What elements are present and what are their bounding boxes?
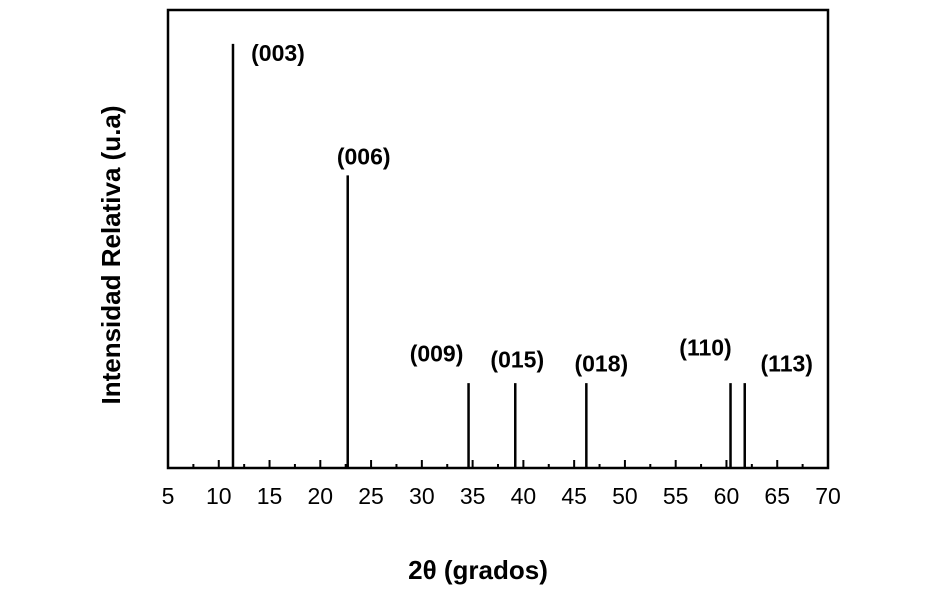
peak-label: (113) [761,350,813,376]
x-tick-label: 5 [162,483,175,509]
y-axis-title: Intensidad Relativa (u.a) [96,105,126,404]
x-tick-label: 40 [511,483,537,509]
peak-label: (006) [337,143,391,169]
x-tick-label: 55 [663,483,689,509]
peak-label: (110) [679,334,731,360]
peak-label: (003) [251,40,305,66]
x-axis-title: 2θ (grados) [408,555,548,585]
plot-frame [166,8,830,470]
peak-label: (015) [490,346,544,372]
peak-label: (009) [410,340,464,366]
x-tick-label: 35 [460,483,486,509]
peak-label: (018) [574,350,628,376]
x-tick-label: 65 [764,483,790,509]
x-tick-label: 25 [358,483,384,509]
x-tick-label: 50 [612,483,638,509]
x-tick-label: 60 [714,483,740,509]
x-tick-label: 10 [206,483,232,509]
x-tick-label: 45 [561,483,587,509]
x-tick-label: 20 [308,483,334,509]
x-tick-label: 15 [257,483,283,509]
x-tick-label: 70 [815,483,841,509]
x-tick-label: 30 [409,483,435,509]
